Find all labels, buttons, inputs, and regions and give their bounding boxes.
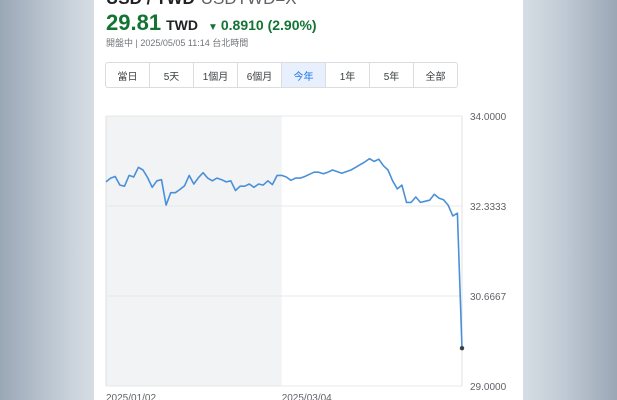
down-arrow-icon: ▼	[207, 22, 218, 33]
range-tab[interactable]: 今年	[282, 63, 326, 87]
market-status: 開盤中 | 2025/05/05 11:14 台北時間	[106, 38, 249, 48]
range-tab[interactable]: 1個月	[194, 63, 238, 87]
range-tabs: 當日 5天 1個月 6個月 今年 1年 5年 全部	[105, 62, 458, 88]
range-tab[interactable]: 全部	[425, 71, 446, 83]
series-line	[105, 157, 463, 349]
range-tab[interactable]: 5年	[370, 63, 414, 87]
y-tick-label: 34.0000	[470, 112, 507, 123]
price-line-chart: 34.0000 32.3333 30.6667 29.0000 2025/01/02 20…	[105, 112, 507, 400]
price-change-value: 0.8910 (2.90%)	[220, 17, 317, 33]
shaded-period	[106, 116, 282, 386]
currency-code: TWD	[166, 17, 198, 33]
price-change: ▼ 0.8910 (2.90%)	[208, 17, 317, 33]
pair-symbol: USDTWD=X	[201, 0, 297, 8]
x-tick-label: 2025/01/02	[106, 393, 156, 400]
range-tab[interactable]: 1年	[326, 63, 370, 87]
range-tab[interactable]: 6個月	[238, 63, 282, 87]
price-row: 29.81 TWD ▼ 0.8910 (2.90%)	[106, 10, 317, 36]
last-point-marker	[459, 346, 465, 351]
range-tab[interactable]: 當日	[106, 63, 150, 87]
range-tab[interactable]: 5天	[150, 63, 194, 87]
current-price: 29.81	[106, 10, 162, 35]
y-tick-label: 30.6667	[470, 292, 507, 303]
y-tick-label: 29.0000	[470, 382, 507, 393]
quote-card: USD / TWDUSDTWD=X 29.81 TWD ▼0.8910 (2.9…	[94, 0, 523, 400]
x-tick-label: 2025/03/04	[282, 393, 332, 400]
pair-title: USD / TWDUSDTWD=X	[106, 0, 297, 9]
y-tick-label: 32.3333	[470, 202, 507, 213]
